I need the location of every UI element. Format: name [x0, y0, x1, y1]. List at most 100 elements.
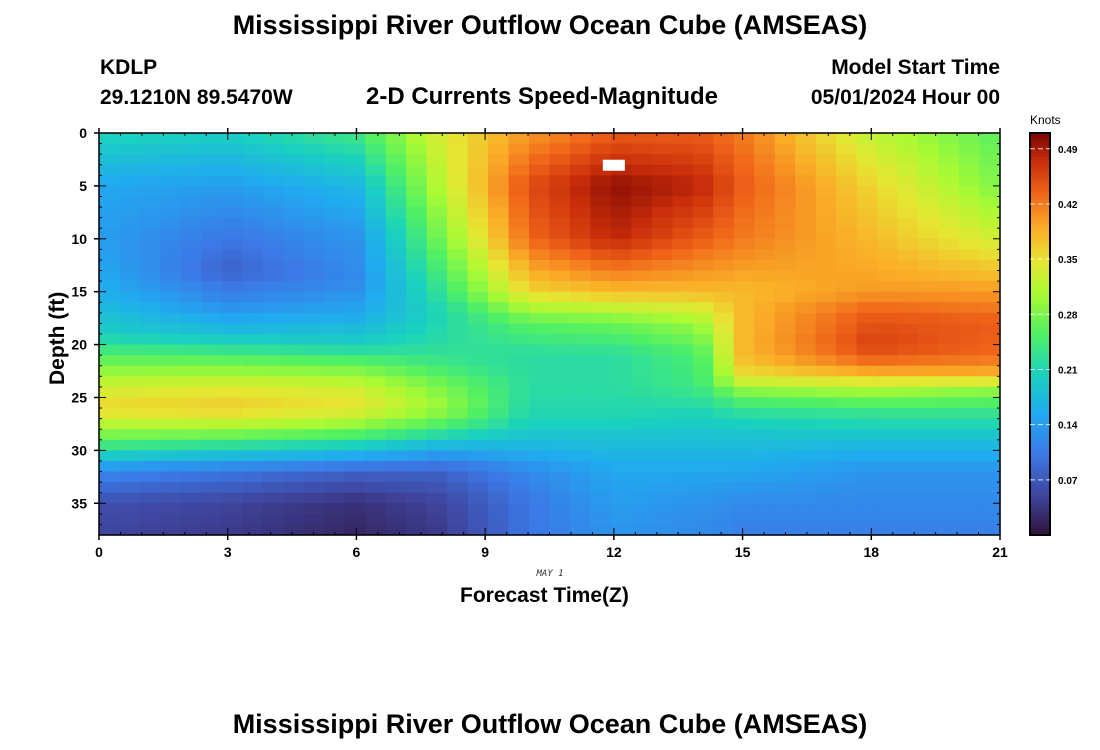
heatmap-cell — [529, 503, 551, 515]
heatmap-cell — [651, 154, 673, 166]
heatmap-cell — [447, 408, 469, 420]
heatmap-cell — [918, 334, 940, 346]
heatmap-cell — [160, 249, 182, 261]
heatmap-cell — [774, 386, 796, 399]
heatmap-cell — [856, 365, 878, 377]
heatmap-cell — [918, 355, 940, 367]
heatmap-cell — [713, 302, 735, 314]
heatmap-cell — [795, 513, 817, 526]
heatmap-cell — [938, 312, 960, 325]
heatmap-cell — [488, 482, 510, 494]
heatmap-cell — [180, 259, 202, 272]
heatmap-cell — [918, 408, 940, 420]
heatmap-cell — [529, 185, 551, 198]
heatmap-cell — [610, 312, 633, 325]
colorbar-segment — [1030, 136, 1050, 141]
heatmap-cell — [242, 249, 264, 261]
colorbar-segment — [1030, 320, 1050, 325]
heatmap-cell — [938, 460, 960, 473]
heatmap-cell — [324, 334, 346, 346]
heatmap-cell — [815, 185, 837, 198]
heatmap-cell — [856, 439, 878, 451]
heatmap-cell — [795, 471, 817, 483]
heatmap-cell — [139, 281, 162, 293]
heatmap-cell — [283, 249, 305, 261]
heatmap-cell — [488, 503, 510, 515]
heatmap-cell — [672, 386, 694, 399]
heatmap-cell — [979, 323, 1001, 335]
colorbar-segment — [1030, 253, 1050, 258]
heatmap-cell — [610, 397, 633, 409]
heatmap-cell — [344, 460, 366, 473]
heatmap-cell — [283, 450, 305, 462]
heatmap-cell — [324, 365, 346, 377]
heatmap-cell — [221, 418, 243, 430]
heatmap-cell — [610, 503, 633, 515]
heatmap-cell — [918, 323, 940, 335]
heatmap-cell — [139, 185, 162, 198]
heatmap-cell — [836, 154, 858, 166]
heatmap-cell — [836, 164, 858, 176]
heatmap-cell — [836, 175, 858, 187]
heatmap-cell — [529, 439, 551, 451]
heatmap-cell — [344, 164, 366, 176]
heatmap-cell — [426, 228, 448, 240]
heatmap-cell — [221, 154, 243, 166]
heatmap-cell — [242, 439, 264, 451]
heatmap-cell — [119, 154, 141, 166]
heatmap-cell — [467, 365, 489, 377]
heatmap-cell — [262, 217, 284, 229]
heatmap-cell — [877, 524, 899, 536]
heatmap-cell — [549, 133, 571, 145]
heatmap-cell — [119, 471, 141, 483]
heatmap-cell — [488, 249, 510, 261]
heatmap-cell — [713, 312, 735, 325]
y-tick-label: 35 — [71, 495, 87, 511]
heatmap-cell — [733, 344, 755, 356]
heatmap-cell — [897, 418, 919, 430]
heatmap-cell — [242, 185, 264, 198]
heatmap-cell — [754, 386, 776, 399]
heatmap-cell — [815, 344, 837, 356]
heatmap-cell — [815, 482, 837, 494]
colorbar-tick-label: 0.49 — [1058, 145, 1078, 156]
heatmap-cell — [897, 270, 919, 282]
heatmap-cell — [692, 228, 714, 240]
heatmap-cell — [856, 249, 878, 261]
heatmap-cell — [221, 408, 243, 420]
heatmap-cell — [119, 238, 141, 250]
heatmap-cell — [877, 365, 899, 377]
heatmap-cell — [774, 365, 796, 377]
heatmap-cell — [160, 503, 182, 515]
heatmap-cell — [344, 386, 366, 399]
heatmap-cell — [119, 492, 141, 504]
heatmap-cell — [99, 482, 121, 494]
heatmap-cell — [406, 418, 428, 430]
colorbar-segment — [1030, 230, 1050, 235]
heatmap-cell — [180, 482, 202, 494]
heatmap-cell — [406, 312, 428, 325]
heatmap-cell — [549, 259, 571, 272]
heatmap-cell — [631, 482, 653, 494]
heatmap-cell — [447, 291, 469, 303]
heatmap-cell — [959, 133, 981, 145]
heatmap-cell — [918, 238, 940, 250]
heatmap-cell — [119, 175, 141, 187]
colorbar-segment — [1030, 350, 1050, 355]
heatmap-cell — [713, 482, 735, 494]
heatmap-cell — [959, 334, 981, 346]
heatmap-cell — [979, 302, 1001, 314]
heatmap-cell — [324, 323, 346, 335]
heatmap-cell — [344, 228, 366, 240]
heatmap-cell — [590, 355, 612, 367]
heatmap-cell — [651, 164, 673, 176]
heatmap-cell — [692, 492, 714, 504]
heatmap-cell — [344, 365, 366, 377]
heatmap-cell — [488, 143, 510, 155]
heatmap-cell — [938, 133, 960, 145]
heatmap-cell — [201, 386, 223, 399]
heatmap-cell — [897, 323, 919, 335]
heatmap-cell — [918, 259, 940, 272]
heatmap-cell — [569, 334, 592, 346]
heatmap-cell — [590, 344, 612, 356]
